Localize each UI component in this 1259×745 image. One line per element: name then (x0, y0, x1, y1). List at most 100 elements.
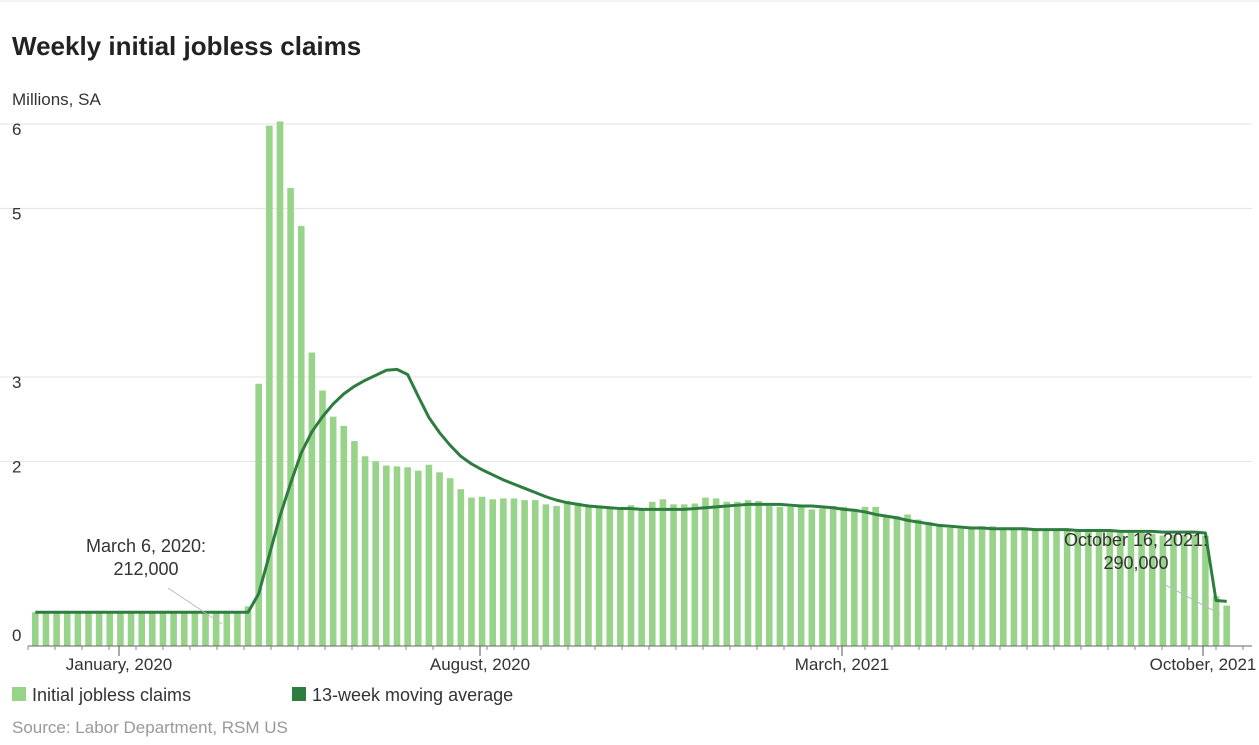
bar (1106, 532, 1113, 646)
annotation-date-label: October 16, 2021: (1064, 530, 1208, 550)
bar (85, 612, 92, 646)
annotation-date-label: March 6, 2020: (86, 536, 206, 556)
bar (542, 504, 550, 646)
bar (978, 526, 986, 646)
bar (266, 125, 273, 646)
bar (819, 508, 826, 646)
bar (32, 612, 39, 646)
bar (1095, 531, 1103, 646)
bar (170, 612, 177, 646)
y-axis-unit-label: Millions, SA (12, 90, 101, 109)
y-tick-label: 6 (12, 120, 21, 139)
bar (617, 507, 624, 646)
bar (1085, 531, 1092, 646)
bar (1148, 533, 1156, 646)
bar (691, 503, 699, 646)
bar (446, 478, 454, 646)
bar (1159, 535, 1167, 646)
bar (851, 511, 858, 646)
bar (840, 506, 848, 646)
legend: Initial jobless claims 13-week moving av… (12, 685, 513, 705)
bar (1031, 528, 1039, 646)
bar (776, 506, 784, 646)
bar (276, 121, 284, 647)
bar (797, 506, 805, 646)
bar (1053, 528, 1060, 646)
bar (638, 509, 645, 646)
bar (234, 612, 241, 646)
bar (765, 506, 773, 646)
bar (95, 612, 103, 646)
bar (787, 506, 794, 646)
bar (53, 612, 60, 646)
bar (882, 515, 890, 646)
bar (1223, 605, 1230, 646)
bar (808, 509, 816, 646)
bar (425, 464, 433, 646)
y-tick-label: 5 (12, 204, 21, 223)
bar (723, 501, 731, 646)
bar (1063, 529, 1071, 646)
bar (1212, 596, 1220, 646)
bar (106, 612, 114, 646)
bar (297, 226, 305, 647)
bar (255, 383, 262, 646)
bar (595, 506, 603, 646)
x-tick-label: March, 2021 (795, 655, 890, 674)
bar (500, 498, 507, 646)
bar (361, 456, 369, 646)
bar (531, 500, 539, 646)
bar (989, 526, 996, 646)
bar-series (32, 121, 1230, 647)
bar (946, 527, 954, 646)
legend-swatch-moving-average (292, 687, 306, 701)
x-tick-label: October, 2021 (1150, 655, 1257, 674)
annotation-value-label: 212,000 (113, 559, 178, 579)
bar (563, 500, 571, 646)
bar (893, 516, 901, 646)
bar (404, 467, 411, 646)
bar (872, 506, 879, 646)
bar (627, 505, 635, 646)
bar (1191, 534, 1199, 646)
bar (680, 504, 688, 646)
bar (180, 612, 188, 646)
bar (1010, 528, 1018, 646)
bar (372, 461, 380, 646)
bar (329, 416, 337, 646)
bar (191, 612, 199, 646)
bar (861, 506, 869, 646)
bar (648, 501, 656, 646)
bar (1000, 528, 1007, 646)
annotation-value-label: 290,000 (1103, 553, 1168, 573)
bar (606, 507, 614, 646)
bar (383, 465, 390, 646)
bar (904, 514, 911, 646)
line-series (35, 367, 1227, 614)
y-tick-label: 3 (12, 373, 21, 392)
legend-label-initial-claims: Initial jobless claims (32, 685, 191, 705)
bar (936, 524, 943, 646)
bar (744, 500, 752, 646)
bar (319, 390, 326, 646)
bar (478, 496, 486, 646)
bar (159, 612, 167, 646)
bar (436, 472, 443, 646)
bar (925, 522, 933, 646)
bar (574, 502, 582, 646)
bar (957, 528, 965, 646)
bar (1042, 528, 1050, 646)
bar (117, 612, 124, 646)
bar (1138, 533, 1145, 646)
bar (340, 425, 348, 646)
bar (202, 612, 209, 646)
bar (702, 497, 709, 646)
y-tick-label: 2 (12, 457, 21, 476)
annotation-march-2020: March 6, 2020: 212,000 (86, 536, 223, 625)
bar (755, 500, 762, 646)
bar (1021, 528, 1028, 646)
bar (734, 501, 741, 646)
bar (553, 506, 560, 646)
bar (414, 470, 422, 646)
